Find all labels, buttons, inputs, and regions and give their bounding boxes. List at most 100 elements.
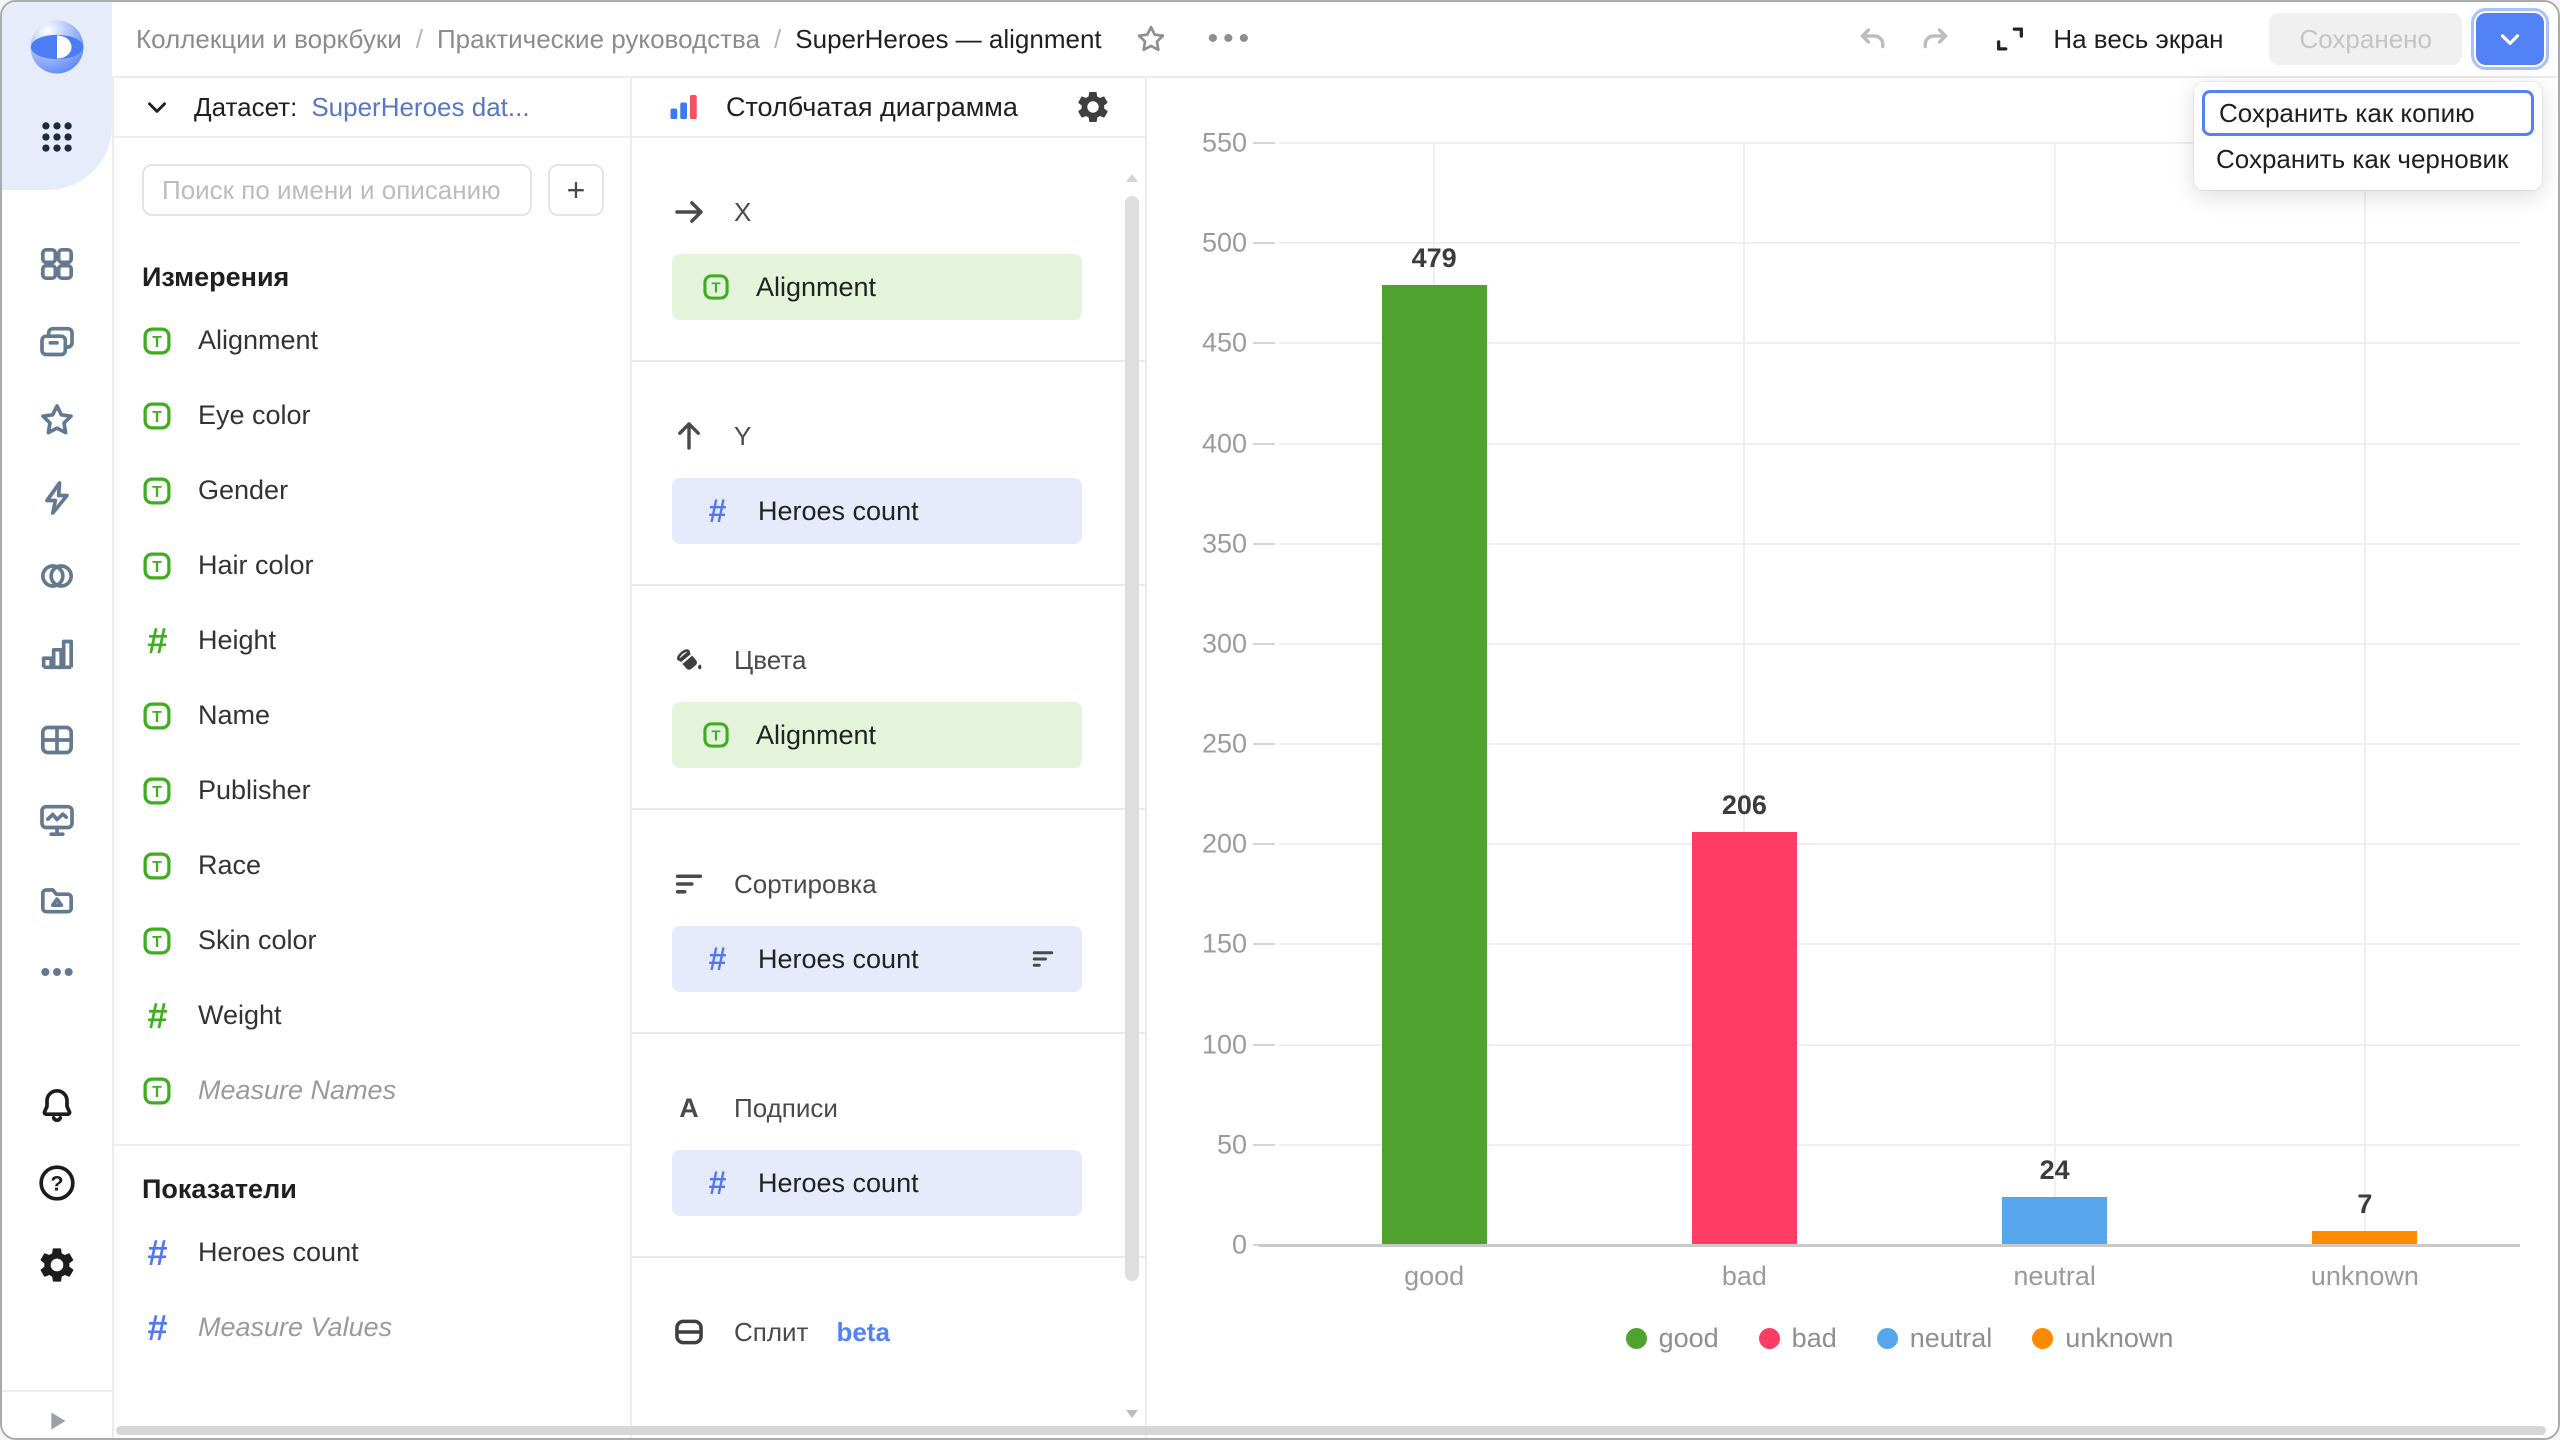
datalens-logo-icon[interactable] <box>28 18 86 76</box>
y-axis-tick-mark <box>1253 342 1275 345</box>
dimension-text-icon: T <box>703 722 729 748</box>
field-item[interactable]: T Publisher <box>142 753 604 828</box>
fullscreen-icon[interactable] <box>1993 22 2027 56</box>
more-actions-icon[interactable]: ••• <box>1207 22 1255 55</box>
dataset-name-link[interactable]: SuperHeroes dat... <box>311 91 530 122</box>
field-item[interactable]: T Alignment <box>142 303 604 378</box>
save-dropdown-button[interactable] <box>2471 8 2549 70</box>
field-item[interactable]: T Race <box>142 828 604 903</box>
field-item[interactable]: # Measure Values <box>142 1290 604 1365</box>
gridline <box>1279 342 2520 345</box>
storage-folder-icon[interactable] <box>37 880 77 920</box>
charts-icon[interactable] <box>37 634 77 674</box>
section-y: Y # Heroes count <box>632 362 1145 584</box>
dashboards-icon[interactable] <box>37 800 77 840</box>
sort-field-pill[interactable]: # Heroes count <box>672 926 1082 992</box>
dimension-text-icon: T <box>703 274 729 300</box>
apps-grid-icon[interactable] <box>38 118 76 156</box>
field-item[interactable]: # Height <box>142 603 604 678</box>
horizontal-scrollbar[interactable] <box>116 1426 2546 1435</box>
section-split-label: Сплит <box>734 1316 809 1347</box>
svg-text:T: T <box>152 483 162 500</box>
labels-field-pill[interactable]: # Heroes count <box>672 1150 1082 1216</box>
fullscreen-label[interactable]: На весь экран <box>2053 23 2224 54</box>
dimension-text-icon: T <box>143 702 171 729</box>
y-axis-tick-label: 450 <box>1201 327 1247 358</box>
header-actions: На весь экран Сохранено <box>1855 8 2549 70</box>
more-dots-icon[interactable] <box>37 952 77 992</box>
add-field-button[interactable]: + <box>548 164 604 216</box>
config-scrollbar-thumb[interactable] <box>1125 196 1139 1281</box>
y-axis-tick-mark <box>1253 1143 1275 1146</box>
datasets-icon[interactable] <box>37 556 77 596</box>
arrow-right-icon <box>675 201 703 223</box>
gridline <box>1743 143 1746 1245</box>
svg-text:T: T <box>712 280 721 296</box>
saved-button[interactable]: Сохранено <box>2269 13 2462 65</box>
expand-panel-icon[interactable] <box>40 1404 74 1438</box>
field-item[interactable]: # Heroes count <box>142 1215 604 1290</box>
number-field-icon: # <box>146 994 168 1036</box>
chevron-down-icon <box>148 102 166 113</box>
legend-item-bad[interactable]: bad <box>1758 1323 1837 1354</box>
field-item[interactable]: T Measure Names <box>142 1053 604 1128</box>
gridline <box>1279 943 2520 946</box>
save-as-draft-item[interactable]: Сохранить как черновик <box>2216 143 2509 174</box>
notifications-bell-icon[interactable] <box>37 1085 77 1125</box>
chart-type-header[interactable]: Столбчатая диаграмма <box>632 78 1145 138</box>
chart-config-panel: Столбчатая диаграмма X T Alignment <box>632 78 1147 1438</box>
field-item[interactable]: T Gender <box>142 453 604 528</box>
field-item[interactable]: T Hair color <box>142 528 604 603</box>
breadcrumb-guides[interactable]: Практические руководства <box>436 23 761 54</box>
favorite-star-icon[interactable] <box>1134 22 1168 56</box>
redo-icon[interactable] <box>1917 21 1953 57</box>
field-item[interactable]: T Skin color <box>142 903 604 978</box>
x-field-pill[interactable]: T Alignment <box>672 254 1082 320</box>
scroll-up-arrow-icon[interactable] <box>1124 170 1140 186</box>
split-icon <box>675 1319 703 1345</box>
collections-icon[interactable] <box>37 244 77 284</box>
section-split: Сплит beta <box>632 1258 1145 1438</box>
field-search-input[interactable] <box>142 164 532 216</box>
tables-icon[interactable] <box>37 720 77 760</box>
y-axis-tick-mark <box>1253 142 1275 144</box>
measure-number-icon: # <box>708 941 726 977</box>
settings-gear-icon[interactable] <box>37 1245 77 1285</box>
legend-dot-icon <box>1758 1327 1780 1349</box>
field-item[interactable]: # Weight <box>142 978 604 1053</box>
colors-field-pill[interactable]: T Alignment <box>672 702 1082 768</box>
y-axis-tick-label: 50 <box>1216 1129 1247 1160</box>
bar-neutral <box>2002 1196 2108 1244</box>
scroll-down-arrow-icon[interactable] <box>1124 1406 1140 1422</box>
undo-icon[interactable] <box>1855 21 1891 57</box>
gridline <box>1279 542 2520 545</box>
svg-text:T: T <box>152 333 162 350</box>
favorites-star-icon[interactable] <box>37 400 77 440</box>
legend-dot-icon <box>1876 1327 1898 1349</box>
chart-settings-gear-icon[interactable] <box>1075 89 1111 125</box>
y-field-pill[interactable]: # Heroes count <box>672 478 1082 544</box>
help-icon[interactable]: ? <box>37 1163 77 1203</box>
workbooks-icon[interactable] <box>37 322 77 362</box>
dimension-text-icon: T <box>143 1077 171 1104</box>
save-as-copy-item[interactable]: Сохранить как копию <box>2202 90 2534 136</box>
sort-direction-icon[interactable] <box>1028 944 1058 974</box>
legend-item-unknown[interactable]: unknown <box>2032 1323 2173 1354</box>
paint-bucket-icon <box>677 649 702 670</box>
field-item[interactable]: T Name <box>142 678 604 753</box>
svg-text:T: T <box>152 708 162 725</box>
breadcrumb: Коллекции и воркбуки / Практические руко… <box>136 22 1255 56</box>
legend-item-good[interactable]: good <box>1625 1323 1719 1354</box>
dataset-panel-header[interactable]: Датасет: SuperHeroes dat... <box>114 78 630 138</box>
y-axis-tick-label: 550 <box>1201 127 1247 158</box>
legend-item-neutral[interactable]: neutral <box>1876 1323 1992 1354</box>
connections-icon[interactable] <box>37 478 77 518</box>
y-axis-tick-label: 100 <box>1201 1029 1247 1060</box>
field-item[interactable]: T Eye color <box>142 378 604 453</box>
breadcrumb-collections[interactable]: Коллекции и воркбуки <box>136 23 402 54</box>
y-axis-tick-mark <box>1253 242 1275 245</box>
y-axis-tick-label: 0 <box>1231 1229 1247 1260</box>
gridline <box>1279 642 2520 645</box>
bar-unknown <box>2312 1230 2418 1244</box>
